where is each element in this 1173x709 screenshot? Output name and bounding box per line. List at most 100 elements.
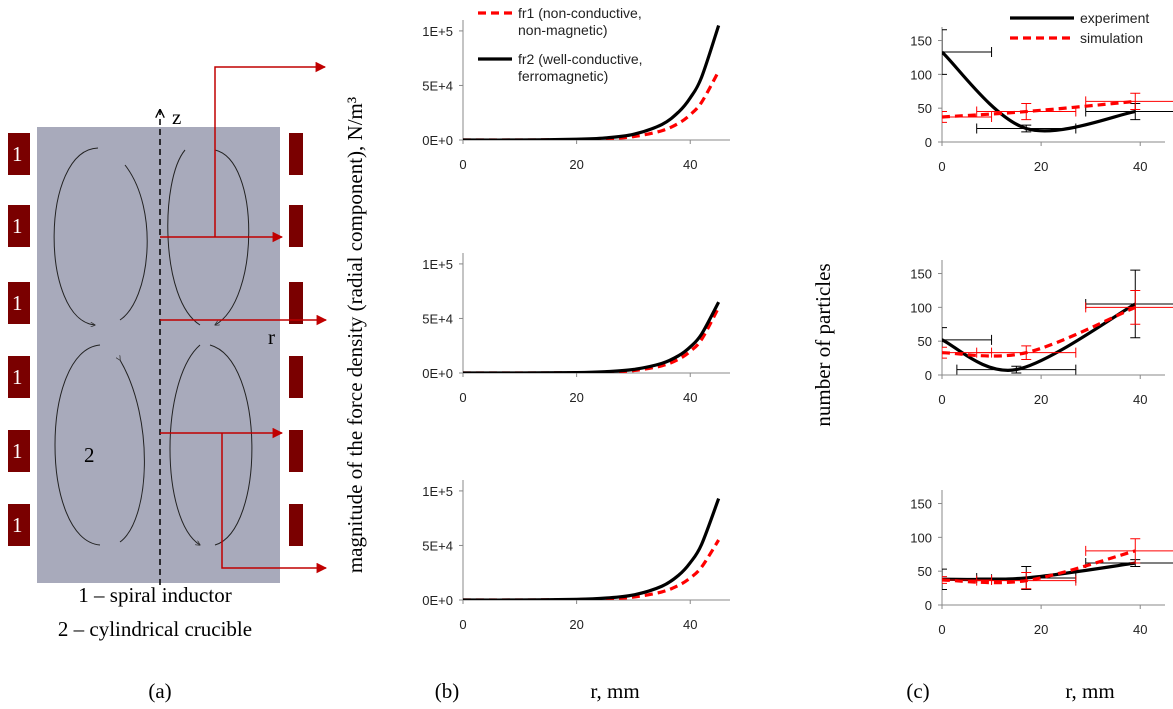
- x-axis-label: r, mm: [1065, 679, 1114, 703]
- series-line: [463, 539, 720, 600]
- series-line: [942, 305, 1136, 358]
- inductor: [8, 133, 303, 546]
- inductor-label: 1: [12, 365, 23, 389]
- y-tick-label: 5E+4: [422, 538, 453, 553]
- error-bar-y: [942, 111, 947, 123]
- series-line: [942, 50, 1136, 133]
- y-axis-label: magnitude of the force density (radial c…: [343, 97, 367, 573]
- inductor-label: 1: [12, 291, 23, 315]
- chart: 0 50 100 150 0 20 40: [910, 490, 1173, 637]
- y-tick-label: 150: [910, 267, 932, 282]
- error-bar-x: [942, 574, 993, 585]
- y-tick-label: 50: [918, 101, 932, 116]
- x-tick-label: 0: [459, 390, 466, 405]
- y-axis-label: number of particles: [811, 263, 835, 426]
- legend-line: 1 – spiral inductor: [78, 583, 231, 607]
- chart: 0E+0 5E+4 1E+5 0 20 40: [422, 480, 730, 632]
- error-bar-x: [942, 111, 993, 122]
- y-tick-label: 150: [910, 34, 932, 49]
- x-tick-label: 40: [683, 157, 697, 172]
- x-tick-label: 40: [1133, 159, 1147, 174]
- inductor-label: 1: [12, 513, 23, 537]
- x-tick-label: 20: [569, 617, 583, 632]
- x-tick-label: 40: [1133, 392, 1147, 407]
- series-line: [942, 549, 1136, 585]
- legend: experiment simulation: [1010, 10, 1149, 50]
- legend-label: fr1 (non-conductive, non-magnetic): [518, 5, 642, 38]
- y-tick-label: 150: [910, 497, 932, 512]
- y-tick-label: 1E+5: [422, 24, 453, 39]
- y-tick-label: 50: [918, 564, 932, 579]
- series-line: [942, 99, 1136, 119]
- legend: fr1 (non-conductive, non-magnetic) fr2 (w…: [478, 5, 663, 97]
- error-bar-y: [942, 29, 947, 75]
- y-tick-label: 100: [910, 67, 932, 82]
- legend-label: fr2 (well-conductive, ferromagnetic): [518, 51, 643, 84]
- x-tick-label: 40: [683, 390, 697, 405]
- y-tick-label: 0E+0: [422, 593, 453, 608]
- legend-entry: fr1 (non-conductive, non-magnetic): [478, 5, 663, 39]
- y-tick-label: 0E+0: [422, 366, 453, 381]
- series-line: [942, 302, 1137, 372]
- y-tick-label: 0E+0: [422, 133, 453, 148]
- series-line: [463, 306, 721, 373]
- series-line: [463, 497, 721, 600]
- x-axis-label: r, mm: [590, 679, 639, 703]
- panel-label: (b): [435, 679, 460, 703]
- legend-entry: experiment: [1010, 10, 1149, 27]
- y-tick-label: 5E+4: [422, 311, 453, 326]
- chart: 0 50 100 150 0 20 40: [910, 260, 1173, 407]
- r-label: r: [268, 325, 275, 349]
- error-bar-y: [942, 346, 947, 359]
- diagram: z r 2 1 1 1 1 1 1 1 – spiral inductor 2 – cyl…: [8, 61, 328, 641]
- legend-label: experiment: [1080, 10, 1150, 26]
- inductor-label: 1: [12, 439, 23, 463]
- y-tick-label: 0: [925, 598, 932, 613]
- legend-entry: simulation: [1010, 30, 1149, 47]
- legend-entry: fr2 (well-conductive, ferromagnetic): [478, 51, 663, 85]
- legend-swatch: [478, 57, 512, 61]
- plot: [463, 497, 721, 600]
- chart: 0E+0 5E+4 1E+5 0 20 40: [422, 253, 730, 405]
- error-bar-x: [1085, 545, 1173, 556]
- crucible-label: 2: [84, 443, 95, 467]
- x-tick-label: 20: [1034, 159, 1048, 174]
- plot: [942, 29, 1173, 134]
- series-line: [463, 70, 721, 140]
- inductor-label: 1: [12, 142, 23, 166]
- y-tick-label: 1E+5: [422, 484, 453, 499]
- y-tick-label: 100: [910, 300, 932, 315]
- panel-label: (c): [906, 679, 929, 703]
- chart: 0 50 100 150 0 20 40: [910, 27, 1173, 174]
- x-tick-label: 0: [938, 392, 945, 407]
- legend-swatch: [1010, 16, 1074, 20]
- x-tick-label: 40: [683, 617, 697, 632]
- plot: [942, 269, 1173, 375]
- y-tick-label: 5E+4: [422, 78, 453, 93]
- plot: [942, 538, 1173, 590]
- x-tick-label: 20: [569, 390, 583, 405]
- x-tick-label: 20: [1034, 622, 1048, 637]
- z-label: z: [172, 105, 181, 129]
- y-tick-label: 1E+5: [422, 257, 453, 272]
- x-tick-label: 0: [459, 617, 466, 632]
- plot: [463, 301, 721, 373]
- plot: [463, 24, 721, 140]
- series-line: [463, 24, 721, 140]
- x-tick-label: 0: [459, 157, 466, 172]
- force-arrows: [160, 61, 328, 574]
- x-tick-label: 40: [1133, 622, 1147, 637]
- panel-label: (a): [148, 679, 171, 703]
- x-tick-label: 0: [938, 622, 945, 637]
- x-tick-label: 20: [1034, 392, 1048, 407]
- inductor-label: 1: [12, 214, 23, 238]
- y-tick-label: 0: [925, 368, 932, 383]
- crucible: [37, 127, 280, 583]
- legend-swatch: [478, 11, 512, 15]
- legend-line: 2 – cylindrical crucible: [58, 617, 252, 641]
- chart: 0E+0 5E+4 1E+5 0 20 40: [422, 20, 730, 172]
- y-tick-label: 100: [910, 530, 932, 545]
- legend-swatch: [1010, 36, 1074, 40]
